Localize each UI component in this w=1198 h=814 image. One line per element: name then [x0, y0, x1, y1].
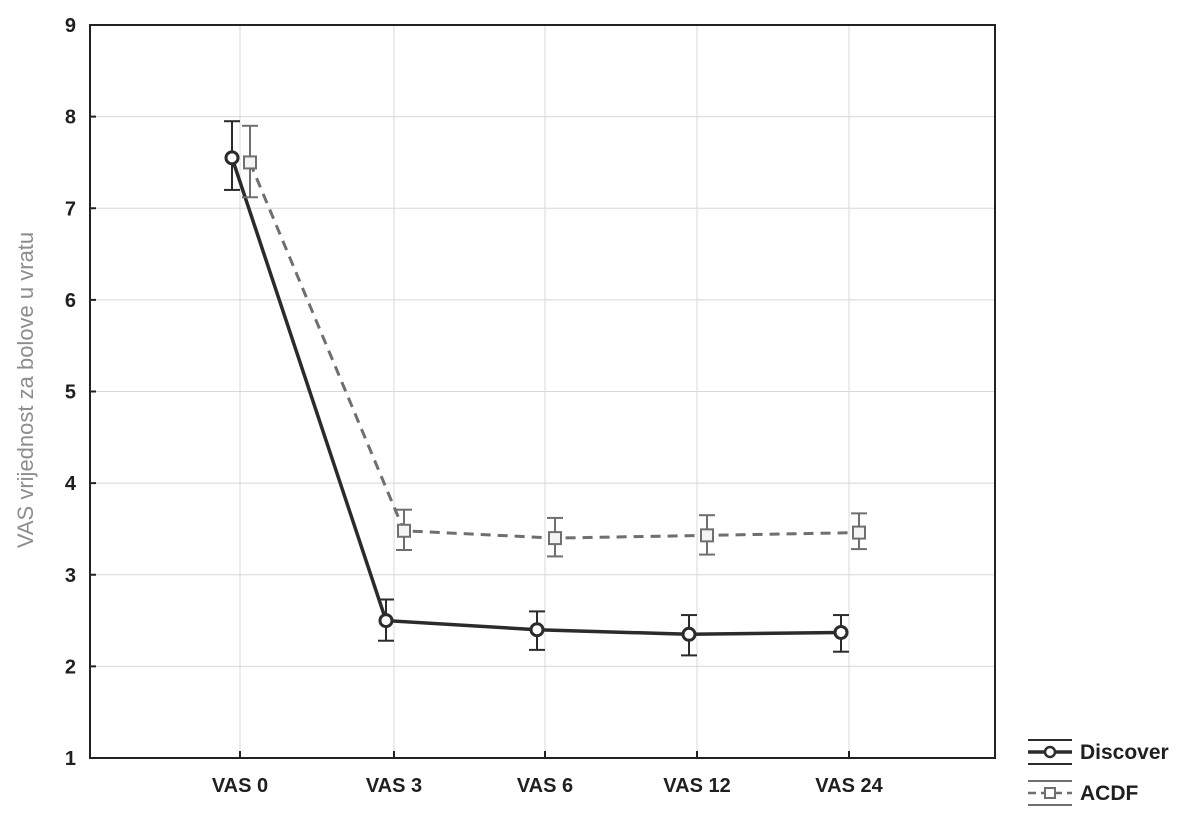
y-tick-label: 3: [65, 565, 76, 587]
data-point: [548, 531, 562, 546]
y-tick-label: 2: [65, 656, 76, 678]
legend-label: Discover: [1080, 741, 1169, 764]
series-line: [230, 157, 842, 637]
y-tick-label: 7: [65, 198, 76, 220]
data-point: [224, 150, 240, 166]
y-tick-label: 6: [65, 290, 76, 312]
data-point: [852, 525, 866, 540]
series-discover: [224, 120, 849, 657]
y-tick-label: 1: [65, 748, 76, 770]
y-tick-label: 8: [65, 107, 76, 129]
y-tick-label: 5: [65, 382, 76, 404]
x-tick-label: VAS 24: [815, 775, 883, 797]
data-point: [681, 626, 697, 642]
x-tick-label: VAS 6: [517, 775, 573, 797]
data-point: [833, 624, 849, 640]
data-point: [529, 622, 545, 638]
legend-marker: [1043, 745, 1057, 759]
x-tick-label: VAS 12: [663, 775, 730, 797]
data-point: [243, 155, 257, 170]
y-tick-label: 9: [65, 15, 76, 37]
legend: Discover ACDF: [1028, 739, 1169, 806]
legend-marker: [1044, 787, 1056, 799]
data-point: [397, 523, 411, 538]
x-tick-label: VAS 0: [212, 775, 268, 797]
x-tick-label: VAS 3: [366, 775, 422, 797]
data-point: [378, 613, 394, 629]
legend-label: ACDF: [1080, 782, 1138, 805]
series-layer: [224, 120, 867, 657]
x-axis-ticks: VAS 0 VAS 3 VAS 6 VAS 12 VAS 24: [212, 751, 884, 797]
data-point: [700, 528, 714, 543]
y-tick-label: 4: [65, 473, 77, 495]
grid-lines: [90, 24, 995, 759]
y-axis-ticks: 1 2 3 4 5 6 7 8 9: [65, 15, 96, 770]
legend-item-acdf: ACDF: [1028, 780, 1138, 806]
legend-item-discover: Discover: [1028, 739, 1169, 765]
y-axis-label: VAS vrijednost za bolove u vratu: [13, 232, 38, 548]
series-acdf: [242, 124, 867, 558]
